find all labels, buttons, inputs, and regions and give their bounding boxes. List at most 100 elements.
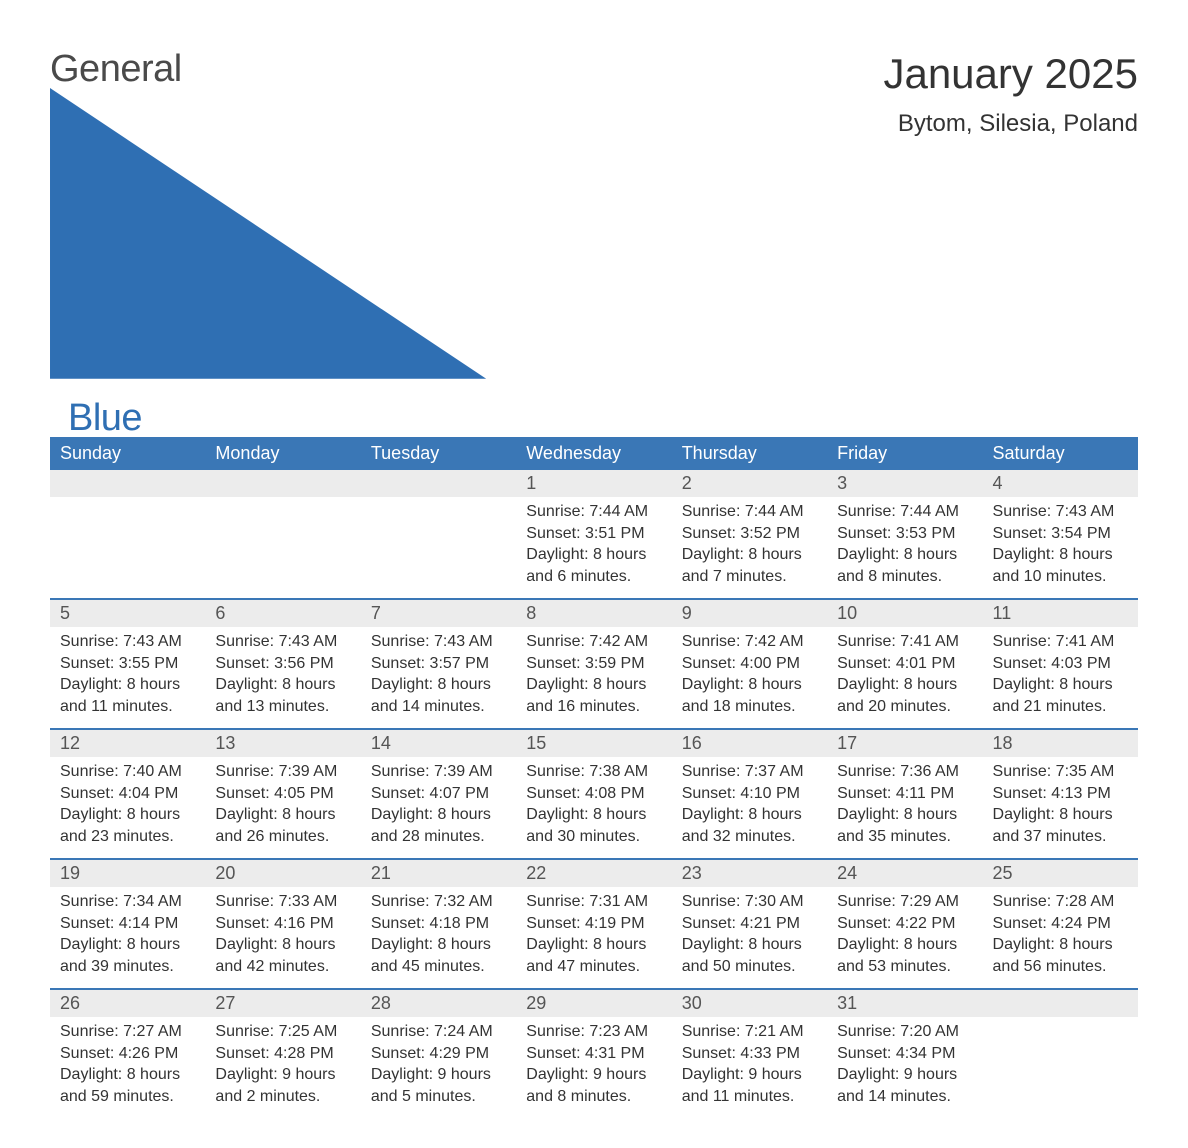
day-d1: Daylight: 8 hours (215, 934, 350, 956)
day-d1: Daylight: 8 hours (215, 804, 350, 826)
day-number: 3 (827, 470, 982, 497)
day-number: 7 (361, 600, 516, 627)
day-d2: and 56 minutes. (993, 956, 1128, 978)
day-d1: Daylight: 8 hours (993, 674, 1128, 696)
day-sunset: Sunset: 4:10 PM (682, 783, 817, 805)
calendar-day: 2Sunrise: 7:44 AMSunset: 3:52 PMDaylight… (672, 470, 827, 598)
day-sunrise: Sunrise: 7:39 AM (371, 761, 506, 783)
day-number: 30 (672, 990, 827, 1017)
day-details: Sunrise: 7:33 AMSunset: 4:16 PMDaylight:… (205, 887, 360, 983)
day-number: 4 (983, 470, 1138, 497)
day-header: Thursday (672, 437, 827, 470)
day-d2: and 11 minutes. (60, 696, 195, 718)
day-details: Sunrise: 7:43 AMSunset: 3:55 PMDaylight:… (50, 627, 205, 723)
day-number: 22 (516, 860, 671, 887)
day-sunrise: Sunrise: 7:20 AM (837, 1021, 972, 1043)
day-number: 27 (205, 990, 360, 1017)
day-details (50, 497, 205, 557)
day-d2: and 10 minutes. (993, 566, 1128, 588)
day-sunset: Sunset: 4:01 PM (837, 653, 972, 675)
day-number: 1 (516, 470, 671, 497)
day-d1: Daylight: 8 hours (682, 934, 817, 956)
day-d1: Daylight: 8 hours (993, 934, 1128, 956)
day-d1: Daylight: 8 hours (526, 544, 661, 566)
calendar-day: 25Sunrise: 7:28 AMSunset: 4:24 PMDayligh… (983, 860, 1138, 988)
calendar-day: 7Sunrise: 7:43 AMSunset: 3:57 PMDaylight… (361, 600, 516, 728)
logo-text-block: General Blue (50, 50, 486, 437)
day-sunset: Sunset: 4:21 PM (682, 913, 817, 935)
day-sunset: Sunset: 4:31 PM (526, 1043, 661, 1065)
logo-word-general: General (50, 48, 182, 90)
calendar-day: 1Sunrise: 7:44 AMSunset: 3:51 PMDaylight… (516, 470, 671, 598)
location-label: Bytom, Silesia, Poland (883, 110, 1138, 138)
day-sunset: Sunset: 4:00 PM (682, 653, 817, 675)
day-sunset: Sunset: 4:05 PM (215, 783, 350, 805)
day-d1: Daylight: 8 hours (60, 1064, 195, 1086)
day-d1: Daylight: 8 hours (371, 804, 506, 826)
day-sunset: Sunset: 3:52 PM (682, 523, 817, 545)
day-number: 26 (50, 990, 205, 1017)
day-number: 5 (50, 600, 205, 627)
day-sunset: Sunset: 4:29 PM (371, 1043, 506, 1065)
day-d2: and 6 minutes. (526, 566, 661, 588)
day-number: 24 (827, 860, 982, 887)
day-d1: Daylight: 8 hours (526, 804, 661, 826)
day-details: Sunrise: 7:38 AMSunset: 4:08 PMDaylight:… (516, 757, 671, 853)
day-d1: Daylight: 9 hours (526, 1064, 661, 1086)
calendar-day: 18Sunrise: 7:35 AMSunset: 4:13 PMDayligh… (983, 730, 1138, 858)
calendar-day: 14Sunrise: 7:39 AMSunset: 4:07 PMDayligh… (361, 730, 516, 858)
day-d2: and 23 minutes. (60, 826, 195, 848)
calendar-day: 11Sunrise: 7:41 AMSunset: 4:03 PMDayligh… (983, 600, 1138, 728)
day-number: 2 (672, 470, 827, 497)
calendar-week: 26Sunrise: 7:27 AMSunset: 4:26 PMDayligh… (50, 990, 1138, 1118)
day-d1: Daylight: 8 hours (371, 674, 506, 696)
day-header: Friday (827, 437, 982, 470)
day-number: 10 (827, 600, 982, 627)
day-d1: Daylight: 8 hours (837, 674, 972, 696)
title-block: January 2025 Bytom, Silesia, Poland (883, 50, 1138, 150)
calendar-week: 5Sunrise: 7:43 AMSunset: 3:55 PMDaylight… (50, 600, 1138, 728)
day-number: 29 (516, 990, 671, 1017)
day-sunset: Sunset: 4:24 PM (993, 913, 1128, 935)
day-details: Sunrise: 7:43 AMSunset: 3:57 PMDaylight:… (361, 627, 516, 723)
day-d1: Daylight: 8 hours (993, 804, 1128, 826)
day-d2: and 32 minutes. (682, 826, 817, 848)
calendar-day: 8Sunrise: 7:42 AMSunset: 3:59 PMDaylight… (516, 600, 671, 728)
day-d1: Daylight: 8 hours (60, 804, 195, 826)
calendar-day: 29Sunrise: 7:23 AMSunset: 4:31 PMDayligh… (516, 990, 671, 1118)
day-details: Sunrise: 7:37 AMSunset: 4:10 PMDaylight:… (672, 757, 827, 853)
day-sunrise: Sunrise: 7:35 AM (993, 761, 1128, 783)
calendar-day: 28Sunrise: 7:24 AMSunset: 4:29 PMDayligh… (361, 990, 516, 1118)
day-sunset: Sunset: 4:11 PM (837, 783, 972, 805)
day-sunrise: Sunrise: 7:28 AM (993, 891, 1128, 913)
logo-word-blue: Blue (68, 399, 486, 437)
day-d1: Daylight: 8 hours (60, 674, 195, 696)
day-sunset: Sunset: 4:08 PM (526, 783, 661, 805)
calendar-day: 22Sunrise: 7:31 AMSunset: 4:19 PMDayligh… (516, 860, 671, 988)
day-details: Sunrise: 7:30 AMSunset: 4:21 PMDaylight:… (672, 887, 827, 983)
day-details (205, 497, 360, 557)
day-details: Sunrise: 7:39 AMSunset: 4:05 PMDaylight:… (205, 757, 360, 853)
calendar-day: 9Sunrise: 7:42 AMSunset: 4:00 PMDaylight… (672, 600, 827, 728)
day-details: Sunrise: 7:24 AMSunset: 4:29 PMDaylight:… (361, 1017, 516, 1113)
calendar-day: 27Sunrise: 7:25 AMSunset: 4:28 PMDayligh… (205, 990, 360, 1118)
day-details: Sunrise: 7:27 AMSunset: 4:26 PMDaylight:… (50, 1017, 205, 1113)
day-d1: Daylight: 8 hours (60, 934, 195, 956)
day-header: Wednesday (516, 437, 671, 470)
day-details: Sunrise: 7:29 AMSunset: 4:22 PMDaylight:… (827, 887, 982, 983)
day-number: 20 (205, 860, 360, 887)
day-sunset: Sunset: 4:13 PM (993, 783, 1128, 805)
calendar-day: 30Sunrise: 7:21 AMSunset: 4:33 PMDayligh… (672, 990, 827, 1118)
day-details: Sunrise: 7:40 AMSunset: 4:04 PMDaylight:… (50, 757, 205, 853)
day-sunrise: Sunrise: 7:43 AM (60, 631, 195, 653)
day-sunrise: Sunrise: 7:44 AM (526, 501, 661, 523)
day-details: Sunrise: 7:36 AMSunset: 4:11 PMDaylight:… (827, 757, 982, 853)
day-number: 21 (361, 860, 516, 887)
day-sunset: Sunset: 4:26 PM (60, 1043, 195, 1065)
day-d2: and 11 minutes. (682, 1086, 817, 1108)
calendar-day: 12Sunrise: 7:40 AMSunset: 4:04 PMDayligh… (50, 730, 205, 858)
calendar-body: 1Sunrise: 7:44 AMSunset: 3:51 PMDaylight… (50, 470, 1138, 1118)
day-sunset: Sunset: 3:54 PM (993, 523, 1128, 545)
day-number: 17 (827, 730, 982, 757)
day-sunrise: Sunrise: 7:42 AM (682, 631, 817, 653)
